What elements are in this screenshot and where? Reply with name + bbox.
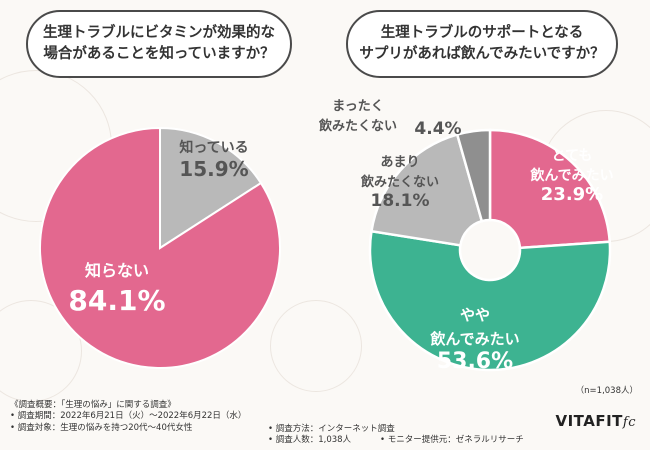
brand-logo-suffix: fc [622,415,636,430]
question-2-text: 生理トラブルのサポートとなる サプリがあれば飲んでみたいですか？ [359,24,605,62]
question-1-text: 生理トラブルにビタミンが効果的な 場合があることを知っていますか？ [43,24,275,62]
sample-size-note: （n=1,038人） [575,386,638,396]
brand-logo: VITAFITfc [555,412,636,430]
pie2-slice-2 [368,229,612,372]
pie2-label-somewhat: やや飲んでみたい 53.6% [429,306,519,374]
pie1-label-knows: 知っている 15.9% [179,139,248,181]
pie2-label-not-much: あまり飲みたくない 18.1% [360,155,439,211]
pie2-slice-3 [370,133,484,247]
survey-count: • 調査人数：1,038人 [268,435,352,445]
pie2-label-not-at-all: まったく飲みたくない [318,99,397,134]
question-1-bubble: 生理トラブルにビタミンが効果的な 場合があることを知っていますか？ [26,10,292,78]
pie2-slice-4 [455,128,492,223]
brand-logo-main: VITAFIT [555,412,623,430]
survey-target: • 調査対象：生理の悩みを持つ20代～40代女性 [10,422,193,433]
pie2-value-not-at-all: 4.4% [414,119,461,139]
pie1-slice-1 [159,126,263,250]
survey-overview: 《調査概要：「生理の悩み」に関する調査》 • 調査期間：2022年6月21日（火… [10,400,246,434]
pie1-slice-2 [39,126,281,369]
survey-heading: 《調査概要：「生理の悩み」に関する調査》 [10,400,176,410]
survey-period: • 調査期間：2022年6月21日（火）～2022年6月22日（水） [10,411,247,422]
pie1-label-does-not-know: 知らない 84.1% [68,261,165,317]
question-2-bubble: 生理トラブルのサポートとなる サプリがあれば飲んでみたいですか？ [346,10,618,78]
survey-provider: • モニター提供元：ゼネラルリサーチ [380,435,524,445]
pie2-label-very: とても飲んでみたい 23.9% [529,148,613,205]
pie2-slice-1 [488,128,612,250]
survey-method: • 調査方法：インターネット調査 [268,424,395,434]
background-fruit-outline [270,300,362,392]
